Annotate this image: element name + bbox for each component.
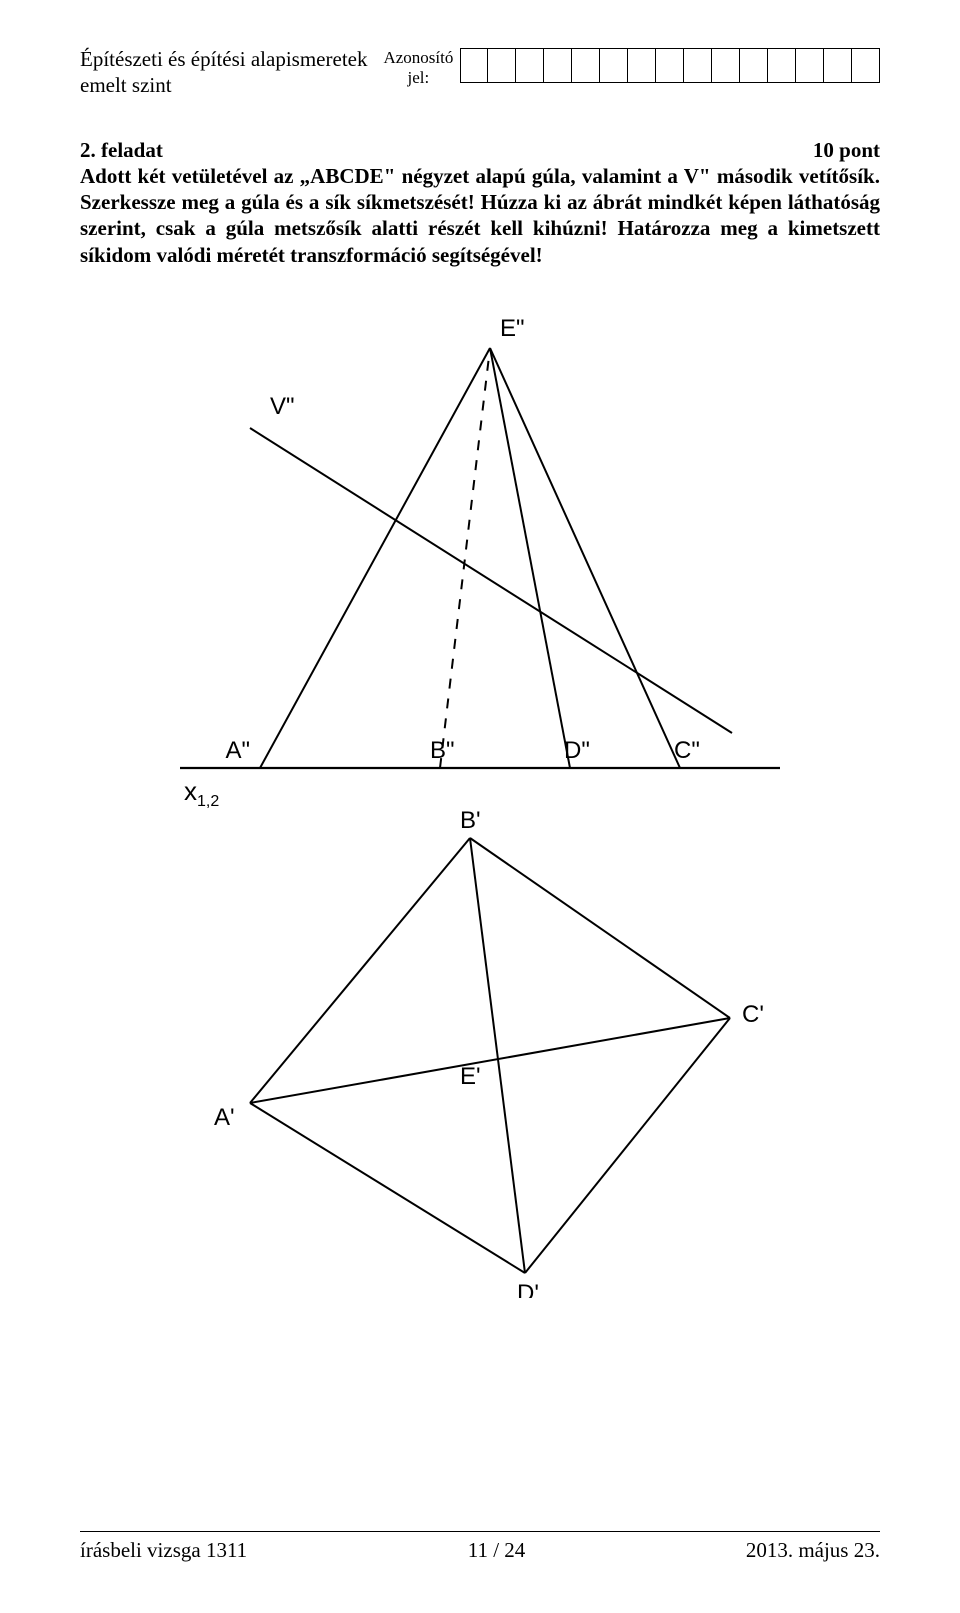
id-cell[interactable] xyxy=(628,48,656,83)
subject-line-2: emelt szint xyxy=(80,73,172,97)
id-cell[interactable] xyxy=(572,48,600,83)
page-header: Építészeti és építési alapismeretek emel… xyxy=(80,46,880,99)
footer-center: 11 / 24 xyxy=(468,1538,526,1563)
page-footer: írásbeli vizsga 1311 11 / 24 2013. május… xyxy=(80,1531,880,1563)
id-grid xyxy=(460,48,880,83)
header-id-label: Azonosító jel: xyxy=(381,48,456,87)
axis-label: x1,2 xyxy=(184,776,219,810)
task-points: 10 pont xyxy=(813,137,880,163)
label-E-double: E" xyxy=(500,315,525,342)
diagram-container: E" V" A" B" D" C" x1,2 B' A' C' D' E' xyxy=(80,298,880,1298)
label-E-prime: E' xyxy=(460,1063,481,1090)
id-cell[interactable] xyxy=(740,48,768,83)
id-cell[interactable] xyxy=(712,48,740,83)
id-cell[interactable] xyxy=(852,48,880,83)
label-V-double: V" xyxy=(270,393,295,420)
task-description: Adott két vetületével az „ABCDE" négyzet… xyxy=(80,163,880,268)
footer-row: írásbeli vizsga 1311 11 / 24 2013. május… xyxy=(80,1538,880,1563)
label-A-prime: A' xyxy=(214,1104,235,1131)
id-cell[interactable] xyxy=(796,48,824,83)
id-cell[interactable] xyxy=(684,48,712,83)
label-D-double: D" xyxy=(564,737,590,764)
id-cell[interactable] xyxy=(768,48,796,83)
id-cell[interactable] xyxy=(824,48,852,83)
header-subject: Építészeti és építési alapismeretek emel… xyxy=(80,46,381,99)
task-body: 2. feladat 10 pont Adott két vetületével… xyxy=(80,137,880,268)
projection-diagram: E" V" A" B" D" C" x1,2 B' A' C' D' E' xyxy=(120,298,840,1298)
footer-rule xyxy=(80,1531,880,1532)
id-cell[interactable] xyxy=(544,48,572,83)
id-cell[interactable] xyxy=(488,48,516,83)
footer-left: írásbeli vizsga 1311 xyxy=(80,1538,247,1563)
task-number: 2. feladat xyxy=(80,137,163,163)
label-B-double: B" xyxy=(430,737,455,764)
page: Építészeti és építési alapismeretek emel… xyxy=(0,0,960,1613)
label-C-double: C" xyxy=(674,737,700,764)
label-C-prime: C' xyxy=(742,1001,764,1028)
label-A-double: A" xyxy=(225,737,250,764)
task-heading-row: 2. feladat 10 pont xyxy=(80,137,880,163)
id-label-line-1: Azonosító xyxy=(383,48,453,67)
id-label-line-2: jel: xyxy=(408,68,430,87)
subject-line-1: Építészeti és építési alapismeretek xyxy=(80,47,367,71)
footer-right: 2013. május 23. xyxy=(746,1538,880,1563)
label-B-prime: B' xyxy=(460,807,481,834)
label-D-prime: D' xyxy=(517,1280,539,1298)
id-cell[interactable] xyxy=(460,48,488,83)
id-cell[interactable] xyxy=(600,48,628,83)
id-cell[interactable] xyxy=(656,48,684,83)
id-cell[interactable] xyxy=(516,48,544,83)
